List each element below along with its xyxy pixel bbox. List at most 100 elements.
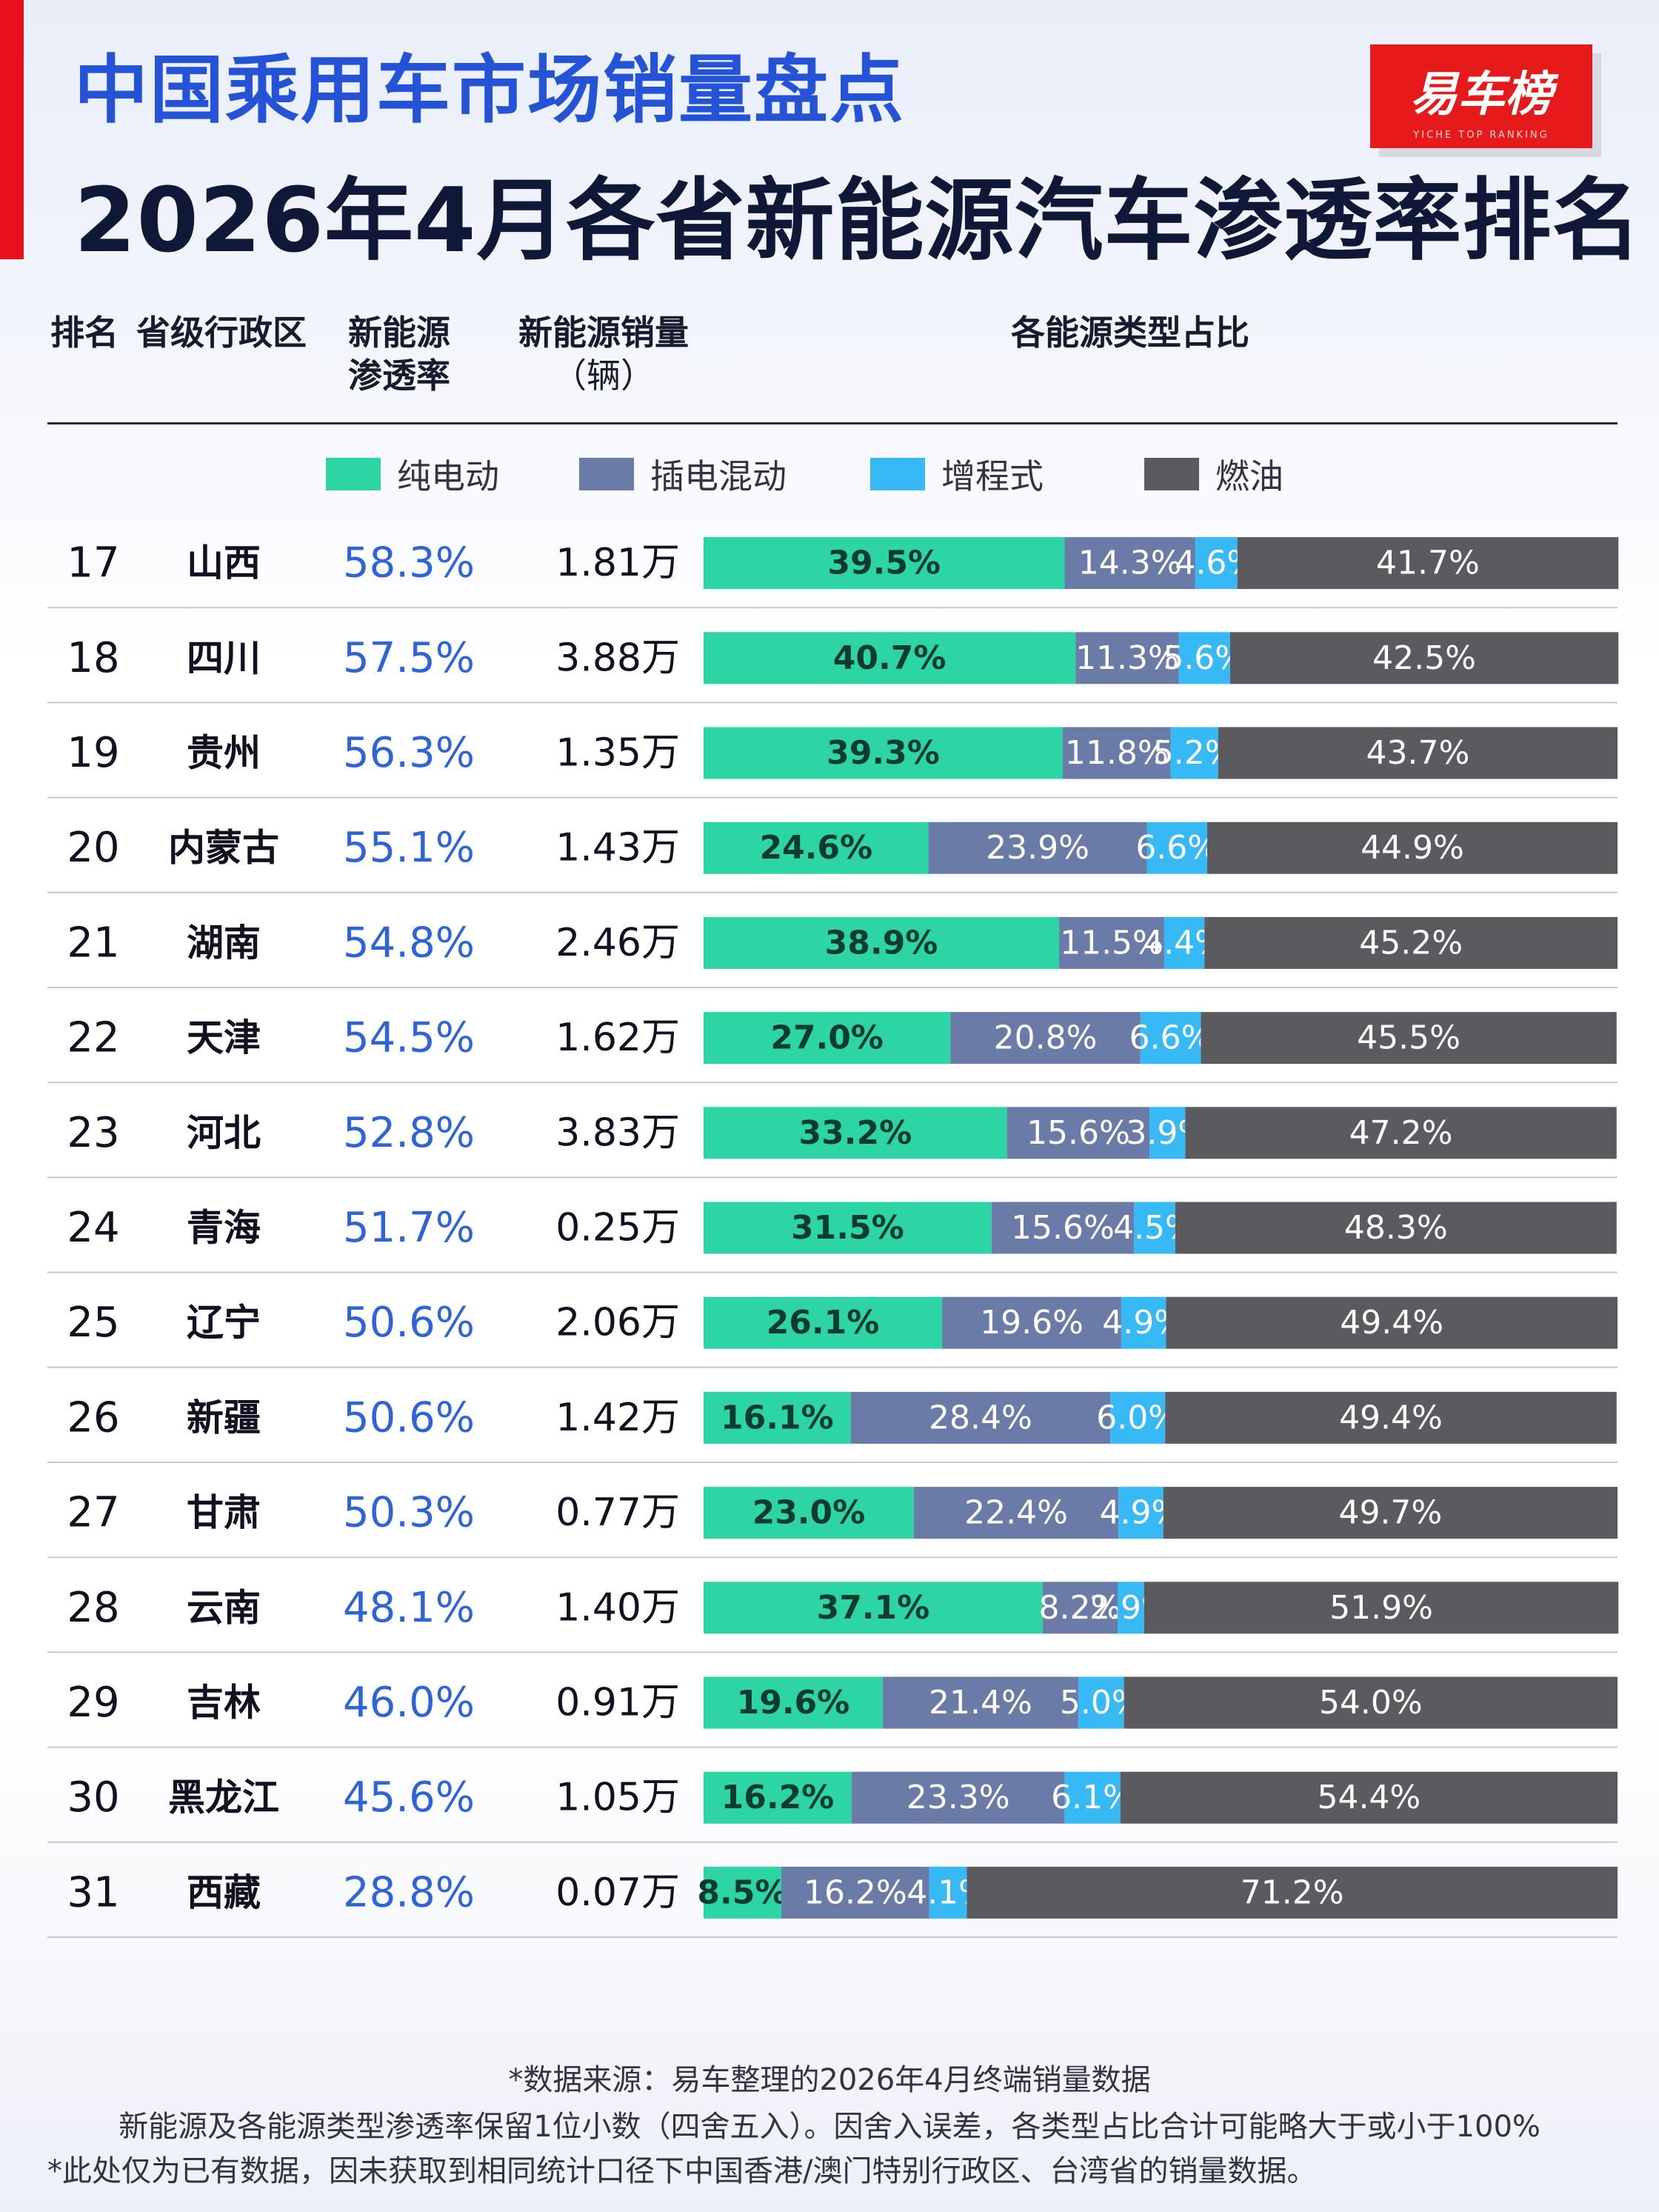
legend-label-bev: 纯电动	[397, 456, 499, 496]
bar-segment-phev	[882, 1676, 1078, 1729]
bar-segment-erev	[1121, 1296, 1166, 1349]
bar-label-bev: 23.0%	[752, 1494, 866, 1532]
bar-label-bev: 33.2%	[799, 1114, 912, 1152]
bar-segment-erev	[1134, 1202, 1175, 1254]
col-header-province: 省级行政区	[136, 313, 307, 353]
bar-segment-phev	[851, 1771, 1065, 1824]
bar-segment-bev	[704, 1771, 852, 1824]
rank-cell: 18	[67, 634, 119, 682]
bar-segment-phev	[1042, 1582, 1118, 1634]
legend-swatch-phev	[579, 458, 634, 490]
bar-segment-bev	[704, 822, 929, 874]
bar-label-bev: 16.2%	[721, 1779, 835, 1816]
bar-segment-erev	[1146, 822, 1207, 874]
bar-label-ice: 49.4%	[1339, 1399, 1443, 1436]
bar-segment-erev	[1140, 1012, 1201, 1065]
bar-segment-erev	[1110, 1391, 1166, 1444]
footer-source: *数据来源：易车整理的2026年4月终端销量数据	[508, 2063, 1151, 2097]
bar-segment-ice	[1185, 1107, 1617, 1159]
table-row: 31 西藏 28.8% 0.07万 8.5% 16.2% 4.1% 71.2%	[47, 1866, 1618, 1938]
penetration-cell: 55.1%	[343, 824, 475, 872]
bar-label-bev: 39.5%	[827, 544, 941, 582]
bar-segment-ice	[1120, 1771, 1618, 1824]
province-cell: 山西	[187, 542, 261, 584]
rank-cell: 20	[67, 824, 119, 872]
bar-label-phev: 21.4%	[929, 1684, 1032, 1722]
bar-segment-erev	[1149, 1107, 1186, 1159]
col-header-rank: 排名	[50, 313, 118, 353]
bar-segment-bev	[704, 1582, 1043, 1634]
legend-label-phev: 插电混动	[650, 456, 787, 496]
province-cell: 西藏	[187, 1871, 261, 1914]
penetration-cell: 54.8%	[343, 919, 475, 967]
col-header-penetration-line1: 新能源	[348, 313, 450, 353]
table-row: 21 湖南 54.8% 2.46万 38.9% 11.5%4.4% 45.2%	[47, 916, 1618, 988]
brand-logo: 易车榜 YICHE TOP RANKING	[1370, 44, 1592, 148]
bar-label-phev: 15.6%	[1011, 1209, 1115, 1247]
bar-segment-ice	[1218, 727, 1618, 779]
logo-text: 易车榜	[1410, 67, 1552, 122]
bar-segment-erev	[1064, 1771, 1121, 1824]
bar-label-erev: 6.6%	[1135, 829, 1218, 867]
province-cell: 湖南	[187, 922, 261, 965]
bar-label-erev: 6.1%	[1051, 1779, 1134, 1816]
rank-cell: 28	[67, 1584, 119, 1632]
bar-segment-erev	[929, 1866, 967, 1919]
bar-segment-erev	[1164, 916, 1205, 969]
penetration-cell: 50.6%	[343, 1299, 475, 1347]
legend-swatch-erev	[870, 458, 925, 490]
bar-segment-ice	[967, 1866, 1618, 1919]
bar-segment-bev	[704, 1391, 851, 1444]
bar-label-bev: 39.3%	[827, 734, 940, 772]
bar-label-bev: 26.1%	[767, 1304, 880, 1342]
bar-label-erev: 6.6%	[1129, 1019, 1212, 1057]
bar-label-phev: 15.6%	[1027, 1114, 1130, 1152]
bar-label-phev: 28.4%	[929, 1399, 1032, 1436]
sales-cell: 0.91万	[555, 1681, 680, 1725]
legend-item-phev: 插电混动	[579, 452, 787, 496]
col-header-sales-line2: （辆）	[553, 356, 655, 396]
penetration-cell: 54.5%	[343, 1014, 475, 1062]
bar-label-phev: 11.5%	[1060, 924, 1164, 962]
table-row: 30 黑龙江 45.6% 1.05万 16.2% 23.3% 6.1% 54.4%	[47, 1771, 1618, 1843]
legend-swatch-ice	[1144, 458, 1199, 490]
bar-label-ice: 45.2%	[1359, 924, 1463, 962]
logo-subtext: YICHE TOP RANKING	[1413, 130, 1549, 141]
bar-segment-phev	[1062, 727, 1171, 779]
table-row: 25 辽宁 50.6% 2.06万 26.1% 19.6% 4.9% 49.4%	[47, 1296, 1618, 1368]
penetration-cell: 50.3%	[343, 1489, 475, 1537]
sales-cell: 3.83万	[555, 1110, 680, 1155]
table-row: 17 山西 58.3% 1.81万 39.5% 14.3%4.6% 41.7%	[47, 537, 1619, 609]
bar-label-ice: 49.4%	[1340, 1304, 1443, 1342]
bar-label-ice: 54.4%	[1317, 1779, 1421, 1816]
bar-label-phev: 11.3%	[1075, 639, 1179, 677]
bar-label-ice: 51.9%	[1329, 1589, 1433, 1627]
bar-label-phev: 22.4%	[964, 1494, 1068, 1532]
sales-cell: 1.42万	[555, 1396, 680, 1440]
bar-segment-phev	[991, 1202, 1135, 1254]
rank-cell: 26	[67, 1393, 119, 1442]
bar-segment-erev	[1195, 537, 1238, 590]
province-cell: 吉林	[187, 1682, 261, 1725]
rank-cell: 29	[67, 1679, 119, 1727]
legend-item-bev: 纯电动	[326, 452, 499, 496]
sales-cell: 1.05万	[555, 1776, 680, 1820]
penetration-cell: 28.8%	[343, 1868, 475, 1916]
table-row: 23 河北 52.8% 3.83万 33.2% 15.6%3.9% 47.2%	[47, 1107, 1618, 1179]
bar-label-ice: 44.9%	[1361, 829, 1464, 867]
province-cell: 辽宁	[187, 1302, 261, 1345]
table-row: 26 新疆 50.6% 1.42万 16.1% 28.4% 6.0% 49.4%	[47, 1391, 1618, 1463]
rank-cell: 17	[67, 539, 119, 587]
sales-cell: 1.62万	[555, 1016, 680, 1060]
bar-segment-ice	[1229, 632, 1619, 684]
bar-segment-bev	[704, 1676, 883, 1729]
bar-label-phev: 23.9%	[986, 829, 1089, 867]
penetration-cell: 58.3%	[343, 539, 475, 587]
legend-item-erev: 增程式	[870, 452, 1044, 496]
sales-cell: 0.07万	[555, 1870, 680, 1915]
province-cell: 云南	[187, 1586, 261, 1629]
bar-segment-phev	[1075, 632, 1179, 684]
table-row: 27 甘肃 50.3% 0.77万 23.0% 22.4% 4.9% 49.7%	[47, 1487, 1618, 1559]
penetration-cell: 57.5%	[343, 634, 475, 682]
bar-segment-bev	[704, 916, 1060, 969]
